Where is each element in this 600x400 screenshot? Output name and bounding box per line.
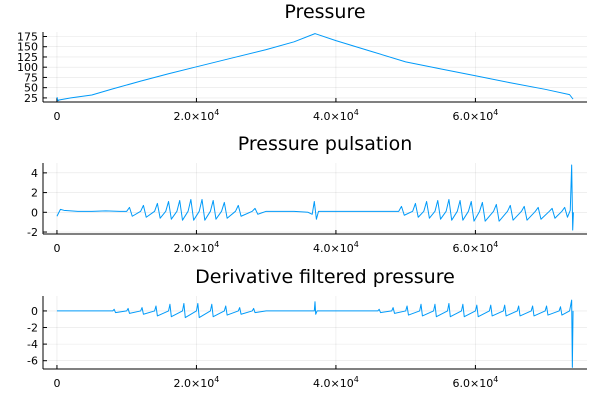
y-tick-label: -6 (27, 355, 38, 368)
y-tick-label: 150 (17, 41, 38, 54)
y-tick-label: 4 (31, 167, 38, 180)
chart-title: Pressure pulsation (238, 133, 413, 155)
x-tick-label: 2.0×104 (174, 240, 220, 255)
x-tick-label: 0 (53, 110, 60, 123)
y-tick-label: -4 (27, 338, 38, 351)
chart-panel-2: Pressure pulsation -2 0 2 4 0 2.0×104 4.0×104 6.… (27, 133, 587, 255)
y-tick-label: -2 (27, 226, 38, 239)
chart-title: Derivative filtered pressure (195, 266, 455, 288)
x-tick-label: 6.0×104 (453, 240, 499, 255)
x-tick-label: 4.0×104 (313, 108, 359, 123)
y-tick-label: -2 (27, 322, 38, 335)
x-tick-label: 0 (53, 377, 60, 390)
x-tick-label: 2.0×104 (174, 375, 220, 390)
y-tick-label: 50 (24, 82, 38, 95)
y-tick-label: 100 (17, 61, 38, 74)
x-tick-label: 6.0×104 (453, 108, 499, 123)
y-tick-label: 0 (31, 305, 38, 318)
x-tick-label: 4.0×104 (313, 240, 359, 255)
y-tick-label: 125 (17, 51, 38, 64)
x-tick-label: 4.0×104 (313, 375, 359, 390)
series-line (56, 299, 574, 368)
x-tick-label: 6.0×104 (453, 375, 499, 390)
y-tick-label: 25 (24, 92, 38, 105)
chart-title: Pressure (284, 1, 365, 23)
series-line (56, 33, 574, 102)
series-line (56, 164, 574, 231)
x-tick-label: 0 (53, 242, 60, 255)
x-tick-label: 2.0×104 (174, 108, 220, 123)
y-tick-label: 75 (24, 71, 38, 84)
chart-panel-3: Derivative filtered pressure -6 -4 -2 0 0 2.0×… (27, 266, 587, 390)
y-tick-label: 2 (31, 187, 38, 200)
y-tick-label: 0 (31, 206, 38, 219)
y-tick-label: 175 (17, 31, 38, 44)
